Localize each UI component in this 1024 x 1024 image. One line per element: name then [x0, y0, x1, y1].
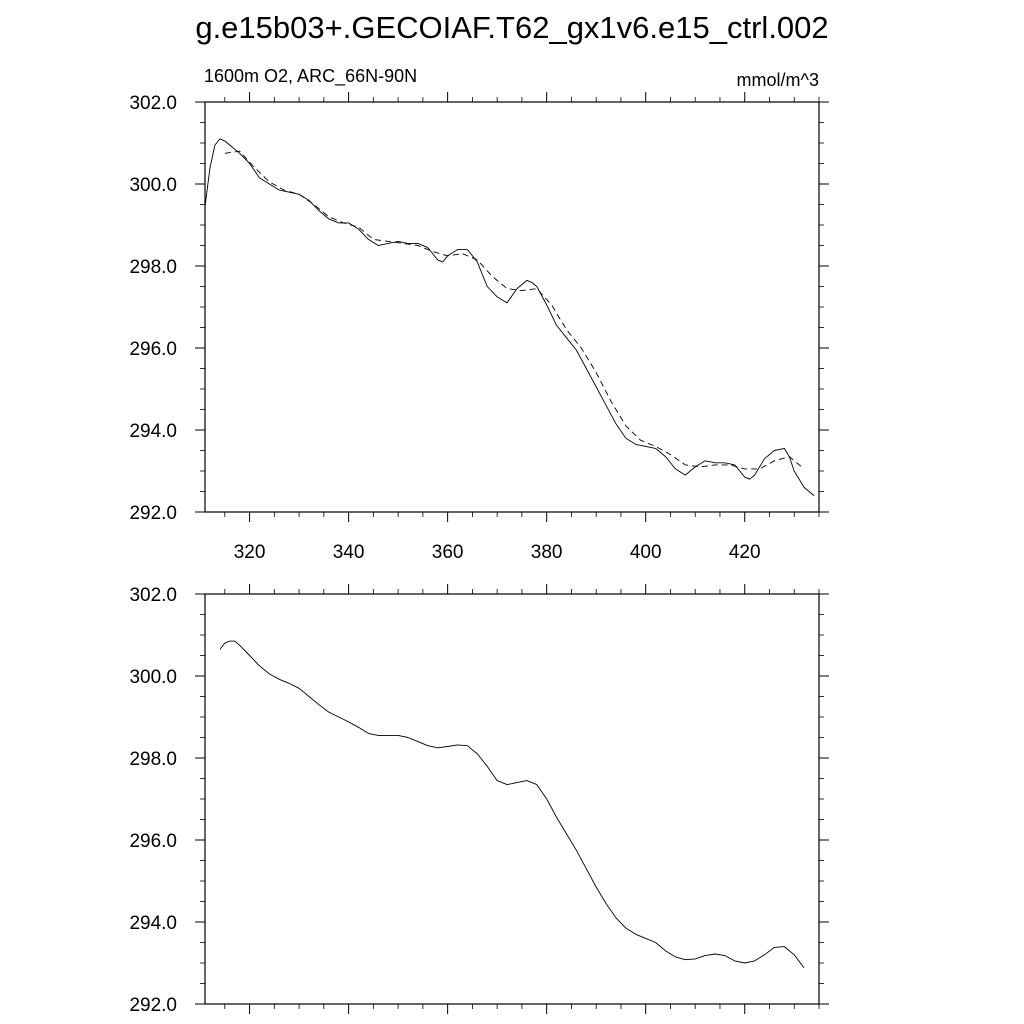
x-tick-label: 340 [333, 542, 365, 563]
top-subtitle-left: 1600m O2, ARC_66N-90N [204, 66, 417, 87]
x-tick-label: 320 [234, 542, 266, 563]
y-tick-label: 302.0 [129, 585, 177, 606]
y-tick-label: 294.0 [129, 421, 177, 442]
figure-title: g.e15b03+.GECOIAF.T62_gx1v6.e15_ctrl.002 [195, 10, 828, 45]
top-panel: 292.0 294.0 296.0 298.0 300.0 302.0 320 340 360 3… [129, 92, 829, 563]
y-tick-label: 298.0 [129, 749, 177, 770]
y-tick-label: 292.0 [129, 995, 177, 1016]
plot-frame [204, 593, 820, 1005]
y-tick-label: 302.0 [129, 93, 177, 114]
y-tick-label: 300.0 [129, 667, 177, 688]
y-tick-label: 294.0 [129, 913, 177, 934]
y-tick-label: 296.0 [129, 831, 177, 852]
y-tick-label: 300.0 [129, 175, 177, 196]
top-subtitle-right: mmol/m^3 [737, 70, 819, 90]
y-tick-label: 298.0 [129, 257, 177, 278]
series-line-running-mean [224, 150, 805, 470]
x-tick-label: 360 [432, 542, 464, 563]
x-tick-label: 400 [630, 542, 662, 563]
x-tick-label: 380 [531, 542, 563, 563]
bottom-panel: 292.0 294.0 296.0 298.0 300.0 302.0 [129, 584, 829, 1016]
series-line-smoothed [219, 640, 805, 969]
y-tick-label: 296.0 [129, 339, 177, 360]
plot-frame [204, 101, 820, 513]
x-tick-label: 420 [729, 542, 761, 563]
y-tick-label: 292.0 [129, 503, 177, 524]
